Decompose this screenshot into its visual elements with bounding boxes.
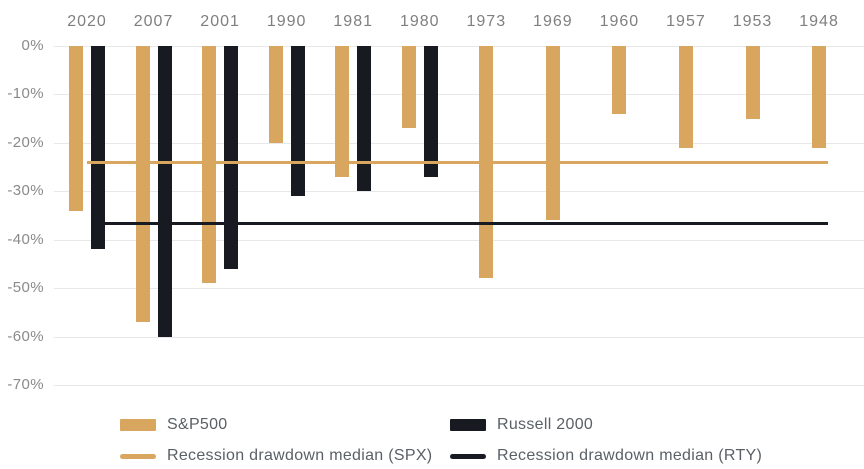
median-line-rty [91, 221, 828, 225]
x-tick-label-2001: 2001 [200, 13, 240, 30]
y-tick-label: -20% [7, 133, 44, 151]
x-tick-label-2007: 2007 [133, 13, 174, 30]
x-tick-label-1948: 1948 [799, 13, 839, 30]
legend-label-median-spx: Recession drawdown median (SPX) [167, 447, 433, 464]
y-tick-label: -60% [7, 327, 44, 345]
bar-sp500-1981 [335, 46, 350, 177]
legend-label-russell2000: Russell 2000 [497, 416, 594, 433]
bar-russell2000-1981 [357, 46, 372, 192]
y-tick-label: -40% [7, 230, 44, 248]
x-tick-label-1953: 1953 [732, 13, 773, 30]
y-tick-label: -30% [7, 182, 44, 200]
bar-russell2000-2001 [224, 46, 239, 269]
median-spx-line-icon [120, 453, 156, 459]
gridline--30% [54, 191, 864, 193]
legend-label-median-rty: Recession drawdown median (RTY) [497, 447, 763, 464]
median-rty-line-icon [450, 453, 486, 459]
gridline--20% [54, 142, 864, 144]
sp500-swatch-icon [120, 419, 156, 431]
legend: S&P500 Russell 2000 Recession drawdown m… [120, 415, 762, 466]
x-tick-label-1957: 1957 [666, 13, 706, 30]
bar-russell2000-1990 [290, 46, 305, 197]
bar-sp500-1969 [545, 46, 560, 221]
bar-sp500-1957 [678, 46, 693, 148]
russell2000-swatch-icon [450, 419, 486, 431]
median-line-spx [87, 161, 828, 165]
legend-item-russell2000: Russell 2000 [450, 415, 762, 435]
y-tick-label: -10% [7, 85, 44, 103]
gridline--50% [54, 288, 864, 290]
x-tick-label-1960: 1960 [599, 13, 640, 30]
x-tick-label-1980: 1980 [399, 13, 440, 30]
bar-russell2000-2020 [91, 46, 105, 250]
bar-sp500-1980 [401, 46, 416, 129]
y-tick-label: -50% [7, 279, 44, 297]
x-tick-label-1973: 1973 [466, 13, 507, 30]
bar-sp500-2001 [202, 46, 217, 284]
gridline--60% [54, 336, 864, 338]
legend-item-median-rty: Recession drawdown median (RTY) [450, 446, 762, 466]
bar-sp500-2007 [135, 46, 150, 323]
x-tick-label-1969: 1969 [533, 13, 573, 30]
bar-russell2000-2007 [157, 46, 172, 337]
bar-sp500-1960 [612, 46, 627, 114]
x-tick-label-1990: 1990 [266, 13, 307, 30]
legend-item-sp500: S&P500 [120, 415, 450, 435]
gridline--10% [54, 94, 864, 96]
legend-label-sp500: S&P500 [167, 416, 228, 433]
gridline-0% [54, 46, 864, 47]
plot-area [54, 46, 864, 386]
gridline--40% [54, 239, 864, 241]
bar-sp500-2020 [69, 46, 83, 211]
y-tick-label: -70% [7, 376, 44, 393]
y-tick-label: 0% [21, 37, 44, 54]
x-tick-label-1981: 1981 [333, 13, 373, 30]
bar-sp500-1953 [745, 46, 760, 119]
gridline--70% [54, 385, 864, 386]
bar-russell2000-1980 [423, 46, 438, 177]
legend-item-median-spx: Recession drawdown median (SPX) [120, 446, 450, 466]
bar-sp500-1948 [812, 46, 827, 148]
x-tick-label-2020: 2020 [67, 13, 107, 30]
bar-sp500-1990 [268, 46, 283, 143]
